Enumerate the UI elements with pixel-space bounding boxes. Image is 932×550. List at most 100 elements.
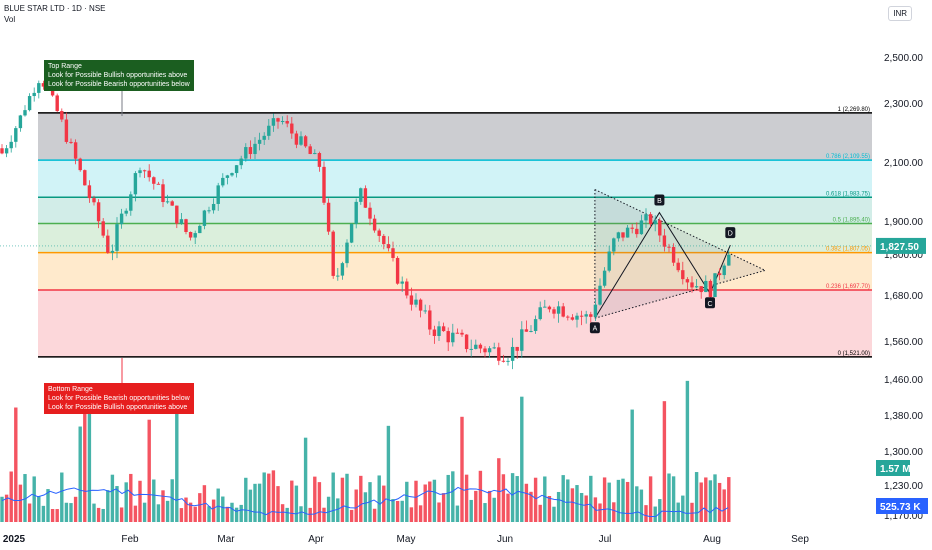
candle-body <box>653 220 657 225</box>
candle-body <box>382 235 386 245</box>
volume-bar <box>372 508 377 522</box>
chart-title: BLUE STAR LTD · 1D · NSE <box>4 4 106 13</box>
y-tick-label: 1,170.00 <box>884 511 923 522</box>
pattern-point-B: B <box>657 198 662 205</box>
volume-bar <box>50 509 55 522</box>
volume-bar <box>400 500 404 522</box>
volume-bar <box>294 485 299 522</box>
volume-ma-line <box>1 486 729 518</box>
candle-body <box>313 153 317 155</box>
bottom-range-annotation: Bottom Range Look for Possible Bearish o… <box>44 383 194 414</box>
candle-body <box>676 262 680 271</box>
y-tick-label: 1,680.00 <box>884 291 923 302</box>
volume-bar <box>83 389 87 522</box>
candle-body <box>658 220 662 236</box>
volume-bar <box>234 507 239 522</box>
volume-bar <box>432 479 437 522</box>
candle-body <box>487 348 492 353</box>
candle-body <box>630 227 634 229</box>
volume-bar <box>37 496 41 522</box>
candle-body <box>690 282 694 288</box>
candle-body <box>280 121 285 123</box>
candle-body <box>299 136 303 145</box>
volume-bar <box>322 507 326 522</box>
candle-body <box>106 235 110 253</box>
candle-body <box>363 188 368 208</box>
candle-body <box>147 170 151 178</box>
candle-body <box>681 270 685 280</box>
fib-zone-3 <box>38 223 872 253</box>
candle-body <box>60 111 64 120</box>
volume-ma-label: 525.73 K <box>880 502 921 513</box>
candle-body <box>428 310 432 330</box>
volume-bar <box>625 481 630 522</box>
candle-body <box>50 90 55 96</box>
last-price-label: 1,827.50 <box>880 242 919 253</box>
volume-bar <box>262 472 266 522</box>
volume-bar <box>409 507 414 522</box>
volume-bar <box>96 507 101 522</box>
candle-body <box>175 205 179 224</box>
candle-body <box>253 143 257 155</box>
candle-body <box>124 210 128 214</box>
volume-bar <box>437 502 441 522</box>
top-range-line2: Look for Possible Bearish opportunities … <box>48 81 190 88</box>
volume-bar <box>377 475 381 522</box>
candle-body <box>405 281 409 296</box>
candle-body <box>152 177 156 184</box>
volume-bar <box>566 479 570 522</box>
volume-bar <box>23 474 27 522</box>
volume-bar <box>276 486 280 522</box>
triangle-lower-line <box>594 269 766 319</box>
candle-body <box>395 257 400 284</box>
candle-body <box>644 214 648 221</box>
candle-body <box>621 232 625 238</box>
volume-bar <box>170 479 174 522</box>
volume-bar <box>46 489 50 522</box>
candle-body <box>207 210 211 212</box>
volume-bar <box>428 481 432 522</box>
volume-bar <box>382 485 386 522</box>
candle-body <box>520 329 524 351</box>
volume-bar <box>221 496 225 522</box>
candle-body <box>441 326 446 332</box>
volume-bar <box>423 484 427 522</box>
currency-badge[interactable]: INR <box>888 6 912 21</box>
fib-label-0: 0 (1,521.00) <box>838 351 870 357</box>
candle-body <box>671 246 676 263</box>
volume-bar <box>492 497 496 522</box>
candle-body <box>244 147 248 159</box>
volume-bar <box>193 506 197 522</box>
volume-bar <box>704 477 708 522</box>
candle-body <box>386 244 391 249</box>
volume-bar <box>230 502 234 522</box>
y-tick-label: 1,900.00 <box>884 217 923 228</box>
candle-body <box>451 332 455 343</box>
candle-body <box>156 183 161 185</box>
bottom-range-line2: Look for Possible Bullish opportunities … <box>48 404 188 411</box>
candle-body <box>267 125 271 136</box>
candle-body <box>92 198 96 203</box>
y-tick-label: 2,500.00 <box>884 53 923 64</box>
candle-body <box>474 344 478 349</box>
volume-bar <box>395 500 400 522</box>
candle-body <box>515 346 519 351</box>
candle-body <box>248 147 253 155</box>
volume-bar <box>152 479 156 522</box>
candle-body <box>184 219 188 232</box>
volume-bar <box>115 486 119 522</box>
volume-bar <box>451 471 455 522</box>
candle-body <box>722 265 726 276</box>
volume-bar <box>727 477 731 522</box>
candle-body <box>648 214 653 225</box>
candle-body <box>616 232 621 239</box>
volume-bar <box>32 476 36 522</box>
volume-bar <box>497 458 501 522</box>
fib-zone-5 <box>38 289 872 357</box>
volume-bar <box>345 473 349 522</box>
x-tick-label: Feb <box>121 534 139 545</box>
pattern-point-D-bg <box>725 227 736 239</box>
candle-body <box>423 310 427 312</box>
candle-body <box>483 348 487 353</box>
volume-indicator-label: Vol <box>4 15 16 24</box>
